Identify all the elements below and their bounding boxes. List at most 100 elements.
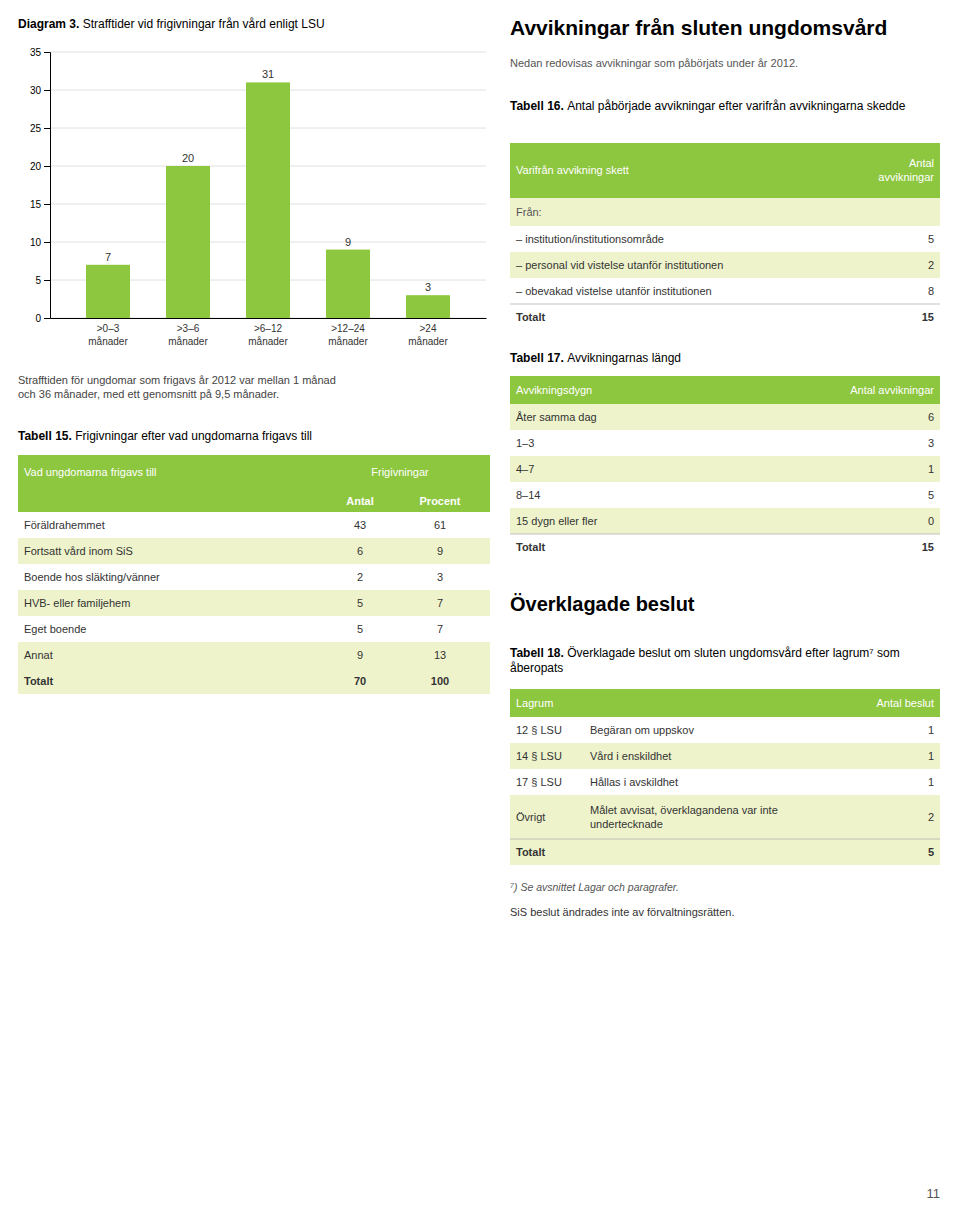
table-row-bg — [510, 508, 940, 534]
table-row-bg — [510, 795, 940, 839]
tick: 20 — [30, 161, 50, 172]
axis-domain — [44, 53, 51, 319]
table-section: Från: — [516, 206, 542, 218]
table-row-bg — [510, 252, 940, 278]
grid — [50, 52, 486, 318]
table-cell: 61 — [434, 519, 446, 531]
tick: 25 — [30, 123, 50, 134]
bar — [86, 265, 130, 318]
table-cell: HVB- eller familjehem — [24, 597, 130, 609]
tick-mark — [44, 242, 50, 243]
data-label: 7 — [105, 251, 111, 263]
table-row-bg — [18, 668, 490, 694]
tick: >24månader — [408, 323, 448, 347]
table-row-bg — [510, 198, 940, 226]
bar — [246, 82, 290, 318]
table-total: 5 — [928, 846, 934, 858]
page: Diagram 3. Strafftider vid frigivningar … — [0, 0, 960, 1216]
table-cell: – obevakad vistelse utanför institutione… — [516, 285, 712, 297]
table-header-bg — [18, 490, 490, 512]
rule — [510, 839, 940, 840]
chart-title: Diagram 3. Strafftider vid frigivningar … — [18, 17, 325, 31]
table-total: 100 — [431, 675, 449, 687]
tick-label: >12–24månader — [328, 323, 368, 347]
tick: 10 — [30, 237, 50, 248]
axis-domain — [51, 318, 487, 319]
caption: Strafftiden för ungdomar som frigavs år … — [18, 374, 336, 400]
table-cell: 3 — [437, 571, 443, 583]
table-total: 15 — [922, 311, 934, 323]
tick-label: >3–6månader — [168, 323, 208, 347]
tick-mark — [44, 90, 50, 91]
table-cell: 2 — [928, 259, 934, 271]
table-row-bg — [18, 590, 490, 616]
tick: >12–24månader — [328, 323, 368, 347]
table-cell: 14 § LSU — [516, 750, 562, 762]
table-cell: 5 — [928, 489, 934, 501]
bar — [326, 250, 370, 318]
tick: >0–3månader — [88, 323, 128, 347]
table-cell: 0 — [928, 515, 934, 527]
table-cell: 5 — [357, 623, 363, 635]
tick-label: 20 — [30, 161, 42, 172]
table-cell: – personal vid vistelse utanför institut… — [516, 259, 723, 271]
tick-label: >0–3månader — [88, 323, 128, 347]
table-cell: 3 — [928, 437, 934, 449]
table-cell: 1–3 — [516, 437, 534, 449]
table-header: Varifrån avvikning skett — [516, 164, 629, 176]
table-cell: 6 — [357, 545, 363, 557]
table-header: Antal — [346, 495, 374, 507]
table-cell: Föräldrahemmet — [24, 519, 105, 531]
table-title: Tabell 17. Avvikningarnas längd — [510, 351, 681, 365]
tick-label: 0 — [35, 313, 41, 324]
table-cell: 9 — [357, 649, 363, 661]
tick-mark — [44, 52, 50, 53]
tick: 15 — [30, 199, 50, 210]
table-cell: 5 — [928, 233, 934, 245]
table-header: Vad ungdomarna frigavs till — [24, 466, 157, 478]
tick-label: 25 — [30, 123, 42, 134]
table-cell: Hållas i avskildhet — [590, 776, 678, 788]
rule — [510, 534, 940, 535]
table-cell: – institution/institutionsområde — [516, 233, 664, 245]
section-title: Avvikningar från sluten ungdomsvård — [510, 16, 887, 39]
table-cell: Vård i enskildhet — [590, 750, 671, 762]
table-total: Totalt — [516, 846, 545, 858]
note: SiS beslut ändrades inte av förvaltnings… — [510, 906, 734, 918]
table-cell: 5 — [357, 597, 363, 609]
tick: >3–6månader — [168, 323, 208, 347]
tick-mark — [44, 128, 50, 129]
table-cell: 7 — [437, 597, 443, 609]
tick-label: 15 — [30, 199, 42, 210]
table-cell: 1 — [928, 750, 934, 762]
table-total: Totalt — [516, 311, 545, 323]
tick-mark — [44, 280, 50, 281]
table-cell: 8–14 — [516, 489, 540, 501]
table-header: Procent — [420, 495, 461, 507]
table-total: Totalt — [24, 675, 53, 687]
table-header: Antalavvikningar — [878, 157, 934, 183]
table-header-bg — [510, 376, 940, 404]
table-cell: 1 — [928, 776, 934, 788]
tick: 30 — [30, 85, 50, 96]
tick-label: >6–12månader — [248, 323, 288, 347]
data-label: 3 — [425, 281, 431, 293]
page-number: 11 — [927, 1186, 941, 1201]
table-row-bg — [510, 404, 940, 430]
rule — [510, 304, 940, 305]
table-header: Lagrum — [516, 697, 553, 709]
data-label: 31 — [262, 68, 274, 80]
tick-label: 10 — [30, 237, 42, 248]
table-cell: 12 § LSU — [516, 724, 562, 736]
table-row-bg — [510, 743, 940, 769]
table-header-bg — [18, 455, 490, 490]
table-cell: Begäran om uppskov — [590, 724, 694, 736]
section-subtitle: Nedan redovisas avvikningar som påbörjat… — [510, 57, 798, 69]
table-title: Tabell 16. Antal påbörjade avvikningar e… — [510, 99, 906, 113]
table-title: Tabell 18. Överklagade beslut om sluten … — [510, 646, 903, 675]
table-cell: Åter samma dag — [516, 411, 597, 423]
table-cell: 6 — [928, 411, 934, 423]
section-title: Överklagade beslut — [510, 593, 695, 615]
tick: 5 — [35, 275, 50, 286]
tick-label: >24månader — [408, 323, 448, 347]
